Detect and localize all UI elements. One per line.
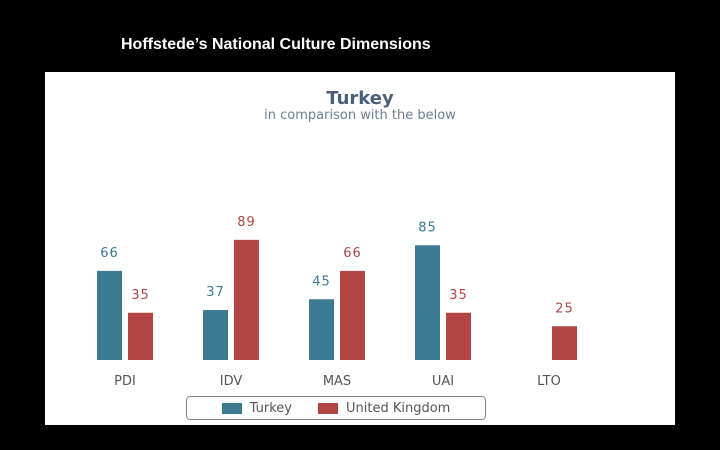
legend-label-united-kingdom: United Kingdom <box>345 400 451 416</box>
data-label-united-kingdom-lto: 25 <box>555 301 574 316</box>
bar-turkey-mas <box>309 299 334 360</box>
chart-title: Turkey <box>326 88 394 109</box>
bar-turkey-idv <box>203 310 228 360</box>
legend-label-turkey: Turkey <box>249 400 292 416</box>
chart-legend: Turkey United Kingdom <box>186 396 486 420</box>
slide-title: Hoffstede’s National Culture Dimensions <box>121 36 431 53</box>
data-label-turkey-uai: 85 <box>418 220 437 235</box>
bar-turkey-pdi <box>97 270 122 360</box>
x-tick-lto: LTO <box>537 374 561 389</box>
legend-item-united-kingdom: United Kingdom <box>317 400 451 416</box>
x-tick-uai: UAI <box>432 374 454 389</box>
bar-united-kingdom-mas <box>340 270 365 360</box>
data-label-turkey-idv: 37 <box>206 285 225 300</box>
bar-united-kingdom-pdi <box>128 312 153 360</box>
legend-swatch-turkey <box>221 402 242 414</box>
x-tick-idv: IDV <box>220 374 243 389</box>
data-label-turkey-pdi: 66 <box>100 246 119 261</box>
data-label-united-kingdom-idv: 89 <box>237 215 256 230</box>
data-label-united-kingdom-uai: 35 <box>449 288 468 303</box>
x-tick-pdi: PDI <box>114 374 136 389</box>
bar-united-kingdom-uai <box>446 312 471 360</box>
data-label-united-kingdom-mas: 66 <box>343 246 362 261</box>
bar-turkey-uai <box>415 245 440 360</box>
chart-subtitle: in comparison with the below <box>264 108 456 123</box>
x-tick-mas: MAS <box>323 374 351 389</box>
legend-swatch-united-kingdom <box>317 402 338 414</box>
bar-united-kingdom-idv <box>234 239 259 360</box>
data-label-united-kingdom-pdi: 35 <box>131 288 150 303</box>
bar-chart: 66 35 PDI 37 89 IDV 45 66 MAS 85 35 UAI 25 LTO <box>97 215 577 389</box>
bar-united-kingdom-lto <box>552 326 577 360</box>
legend-item-turkey: Turkey <box>221 400 292 416</box>
chart-panel: 66 35 PDI 37 89 IDV 45 66 MAS 85 35 UAI 25 LTO Turkey… <box>45 72 675 425</box>
data-label-turkey-mas: 45 <box>312 274 331 289</box>
